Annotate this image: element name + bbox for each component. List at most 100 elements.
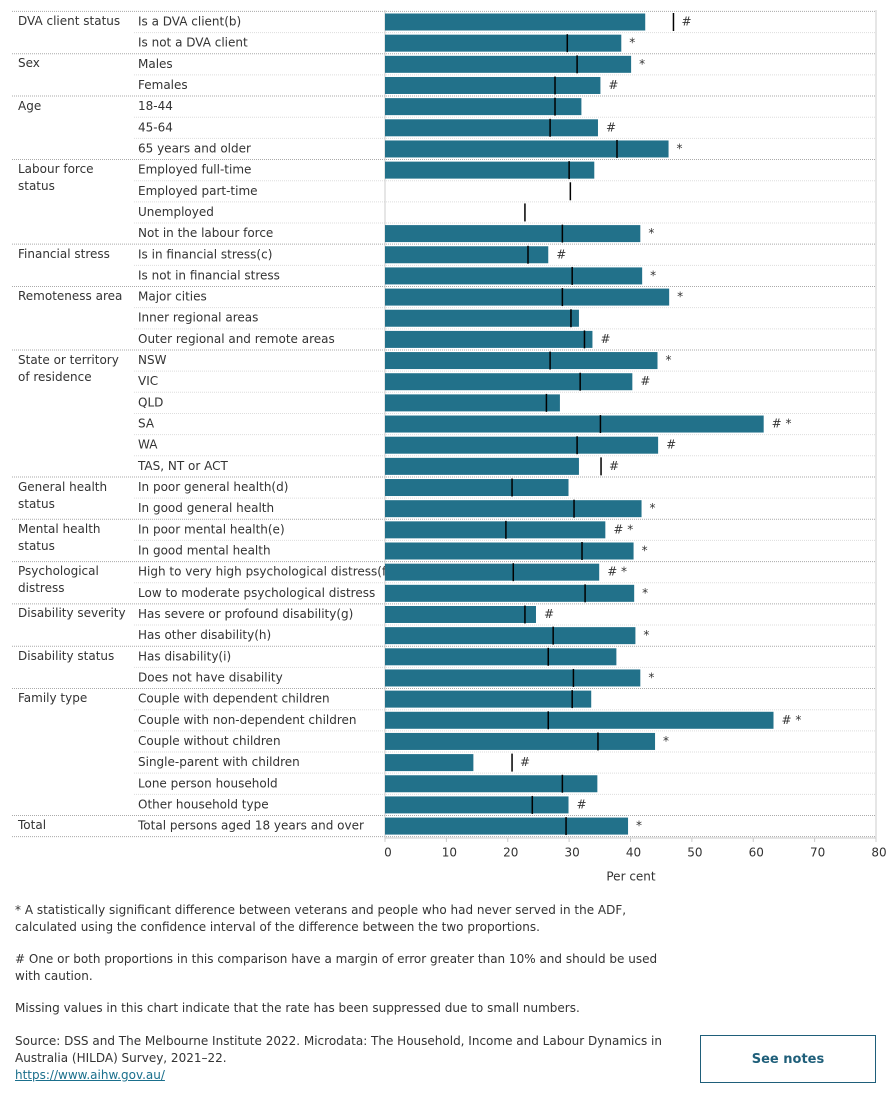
bar	[385, 13, 646, 31]
category-label: Has disability(i)	[138, 649, 231, 663]
bar	[385, 542, 634, 560]
significance-note: *	[648, 670, 654, 684]
significance-note: *	[629, 36, 635, 50]
category-label: Total persons aged 18 years and over	[137, 819, 364, 833]
group-label: Sex	[18, 56, 40, 71]
category-label: Is not a DVA client	[138, 36, 248, 50]
category-label: TAS, NT or ACT	[137, 459, 228, 473]
x-tick-label: 10	[442, 846, 457, 860]
group-label: Mental health status	[18, 521, 101, 553]
significance-note: #	[681, 15, 691, 29]
x-tick-label: 0	[384, 846, 392, 860]
category-label: 18-44	[138, 99, 173, 113]
category-label: VIC	[138, 374, 158, 388]
significance-note: *	[650, 268, 656, 282]
bar	[385, 246, 549, 264]
significance-note: #	[520, 755, 530, 769]
bar	[385, 817, 629, 835]
significance-note: *	[666, 353, 672, 367]
footnote: Missing values in this chart indicate th…	[15, 1001, 580, 1015]
bar	[385, 330, 593, 348]
significance-note: #	[600, 332, 610, 346]
group-label: Remoteness area	[18, 289, 123, 304]
bar	[385, 648, 617, 666]
bar	[385, 352, 658, 370]
category-label: Does not have disability	[138, 670, 283, 684]
bar	[385, 732, 656, 750]
bar	[385, 479, 569, 497]
bar	[385, 161, 595, 179]
see-notes-button[interactable]: See notes	[700, 1035, 876, 1083]
category-label: Females	[138, 78, 188, 92]
significance-note: # *	[772, 417, 792, 431]
category-label: 65 years and older	[138, 141, 251, 155]
category-label: WA	[138, 438, 158, 452]
x-tick-label: 40	[626, 846, 641, 860]
group-label: Disability status	[18, 648, 115, 663]
significance-note: #	[666, 438, 676, 452]
category-label: Couple with non-dependent children	[138, 713, 357, 727]
category-label: Has severe or profound disability(g)	[138, 607, 353, 621]
category-label: Couple without children	[138, 734, 281, 748]
bar	[385, 140, 669, 158]
chart: Per cent 0 10 20 30 40 50 60 70 80 Is a DVA clien…	[12, 10, 887, 884]
category-label: Lone person household	[138, 776, 278, 790]
bar	[385, 584, 635, 602]
category-label: Is not in financial stress	[138, 268, 280, 282]
category-label: Major cities	[138, 290, 207, 304]
significance-note: #	[608, 78, 618, 92]
source: Source: DSS and The Melbourne Institute …	[15, 1033, 685, 1084]
category-label: Is a DVA client(b)	[138, 15, 241, 29]
group-label: General health status	[18, 479, 108, 511]
source-text: Source: DSS and The Melbourne Institute …	[15, 1034, 662, 1065]
group-label: Disability severity	[18, 606, 126, 621]
group-label: Financial stress	[18, 246, 110, 261]
category-label: In good general health	[138, 501, 274, 515]
bar	[385, 76, 601, 94]
category-label: Employed full-time	[138, 163, 251, 177]
significance-note: #	[556, 247, 566, 261]
category-label: Couple with dependent children	[138, 692, 330, 706]
category-label: Is in financial stress(c)	[138, 247, 272, 261]
bar	[385, 267, 643, 285]
category-label: Not in the labour force	[138, 226, 273, 240]
bar	[385, 500, 642, 518]
group-label: Age	[18, 98, 42, 113]
x-tick-label: 70	[810, 846, 825, 860]
significance-note: *	[648, 226, 654, 240]
bar	[385, 754, 474, 772]
category-label: NSW	[138, 353, 167, 367]
significance-note: *	[677, 141, 683, 155]
bar	[385, 288, 670, 306]
category-label: Unemployed	[138, 205, 214, 219]
category-label: Low to moderate psychological distress	[138, 586, 375, 600]
x-tick-label: 60	[749, 846, 764, 860]
category-label: In poor general health(d)	[138, 480, 288, 494]
significance-note: # *	[782, 713, 802, 727]
bar	[385, 605, 536, 623]
significance-note: *	[663, 734, 669, 748]
group-label: Psychological distress	[18, 564, 99, 596]
link[interactable]: https://www.aihw.gov.au/	[15, 1068, 165, 1082]
bar	[385, 775, 598, 793]
significance-note: #	[640, 374, 650, 388]
x-tick-label: 20	[503, 846, 518, 860]
bar	[385, 627, 636, 645]
bar	[385, 373, 633, 391]
category-label: Employed part-time	[138, 184, 258, 198]
bar	[385, 690, 592, 708]
category-label: High to very high psychological distress…	[138, 565, 391, 579]
significance-note: *	[642, 544, 648, 558]
group-label: State or territory of residence	[18, 352, 119, 384]
significance-note: *	[642, 586, 648, 600]
group-label: DVA client status	[18, 14, 121, 28]
bar	[385, 457, 579, 475]
group-label: Family type	[18, 691, 88, 706]
significance-note: #	[606, 120, 616, 134]
significance-note: #	[609, 459, 619, 473]
category-label: Other household type	[138, 797, 269, 811]
significance-note: *	[636, 819, 642, 833]
category-label: QLD	[138, 395, 163, 409]
significance-note: #	[577, 797, 587, 811]
